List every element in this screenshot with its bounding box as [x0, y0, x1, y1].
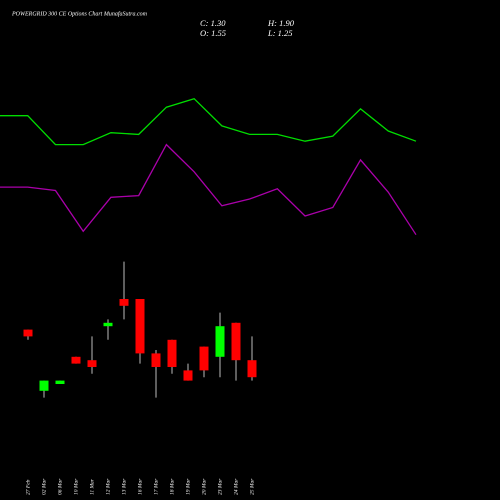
candle-body [231, 322, 241, 361]
x-tick-label: 17 Mar [153, 478, 159, 495]
chart-title: POWERGRID 300 CE Options Chart MunafaSut… [11, 10, 148, 17]
candle-body [199, 346, 209, 371]
x-tick-label: 13 Mar [121, 478, 127, 495]
header-high: H: 1.90 [267, 18, 295, 28]
candle-body [55, 380, 65, 384]
header-open: O: 1.55 [200, 28, 226, 38]
x-tick-label: 24 Mar [232, 478, 239, 495]
candle-body [183, 370, 193, 381]
x-tick-label: 11 Mar [89, 478, 95, 495]
x-tick-label: 02 Mar [41, 478, 47, 495]
candle-body [247, 360, 257, 378]
candle-body [151, 353, 161, 367]
x-tick-label: 06 Mar [57, 478, 63, 495]
candle-body [167, 339, 177, 367]
candle-body [87, 360, 97, 367]
candle-body [119, 299, 129, 306]
x-tick-label: 20 Mar [201, 478, 207, 495]
candle-body [23, 329, 33, 337]
x-tick-label: 12 Mar [105, 478, 111, 495]
candle-body [135, 299, 145, 354]
x-tick-label: 27 Feb [25, 479, 31, 495]
header-close: C: 1.30 [200, 18, 226, 28]
x-tick-label: 23 Mar [217, 478, 223, 495]
candle-body [215, 326, 225, 357]
header-low: L: 1.25 [267, 28, 293, 38]
candle-body [71, 356, 81, 364]
candle-body [39, 380, 49, 391]
x-tick-label: 19 Mar [185, 478, 191, 495]
x-tick-label: 25 Mar [249, 478, 255, 495]
x-tick-label: 10 Mar [73, 478, 79, 495]
indicator-line [0, 97, 417, 146]
x-tick-label: 18 Mar [169, 478, 175, 495]
indicator-line [0, 143, 417, 236]
candle-body [103, 322, 113, 327]
x-tick-label: 16 Mar [137, 478, 143, 495]
